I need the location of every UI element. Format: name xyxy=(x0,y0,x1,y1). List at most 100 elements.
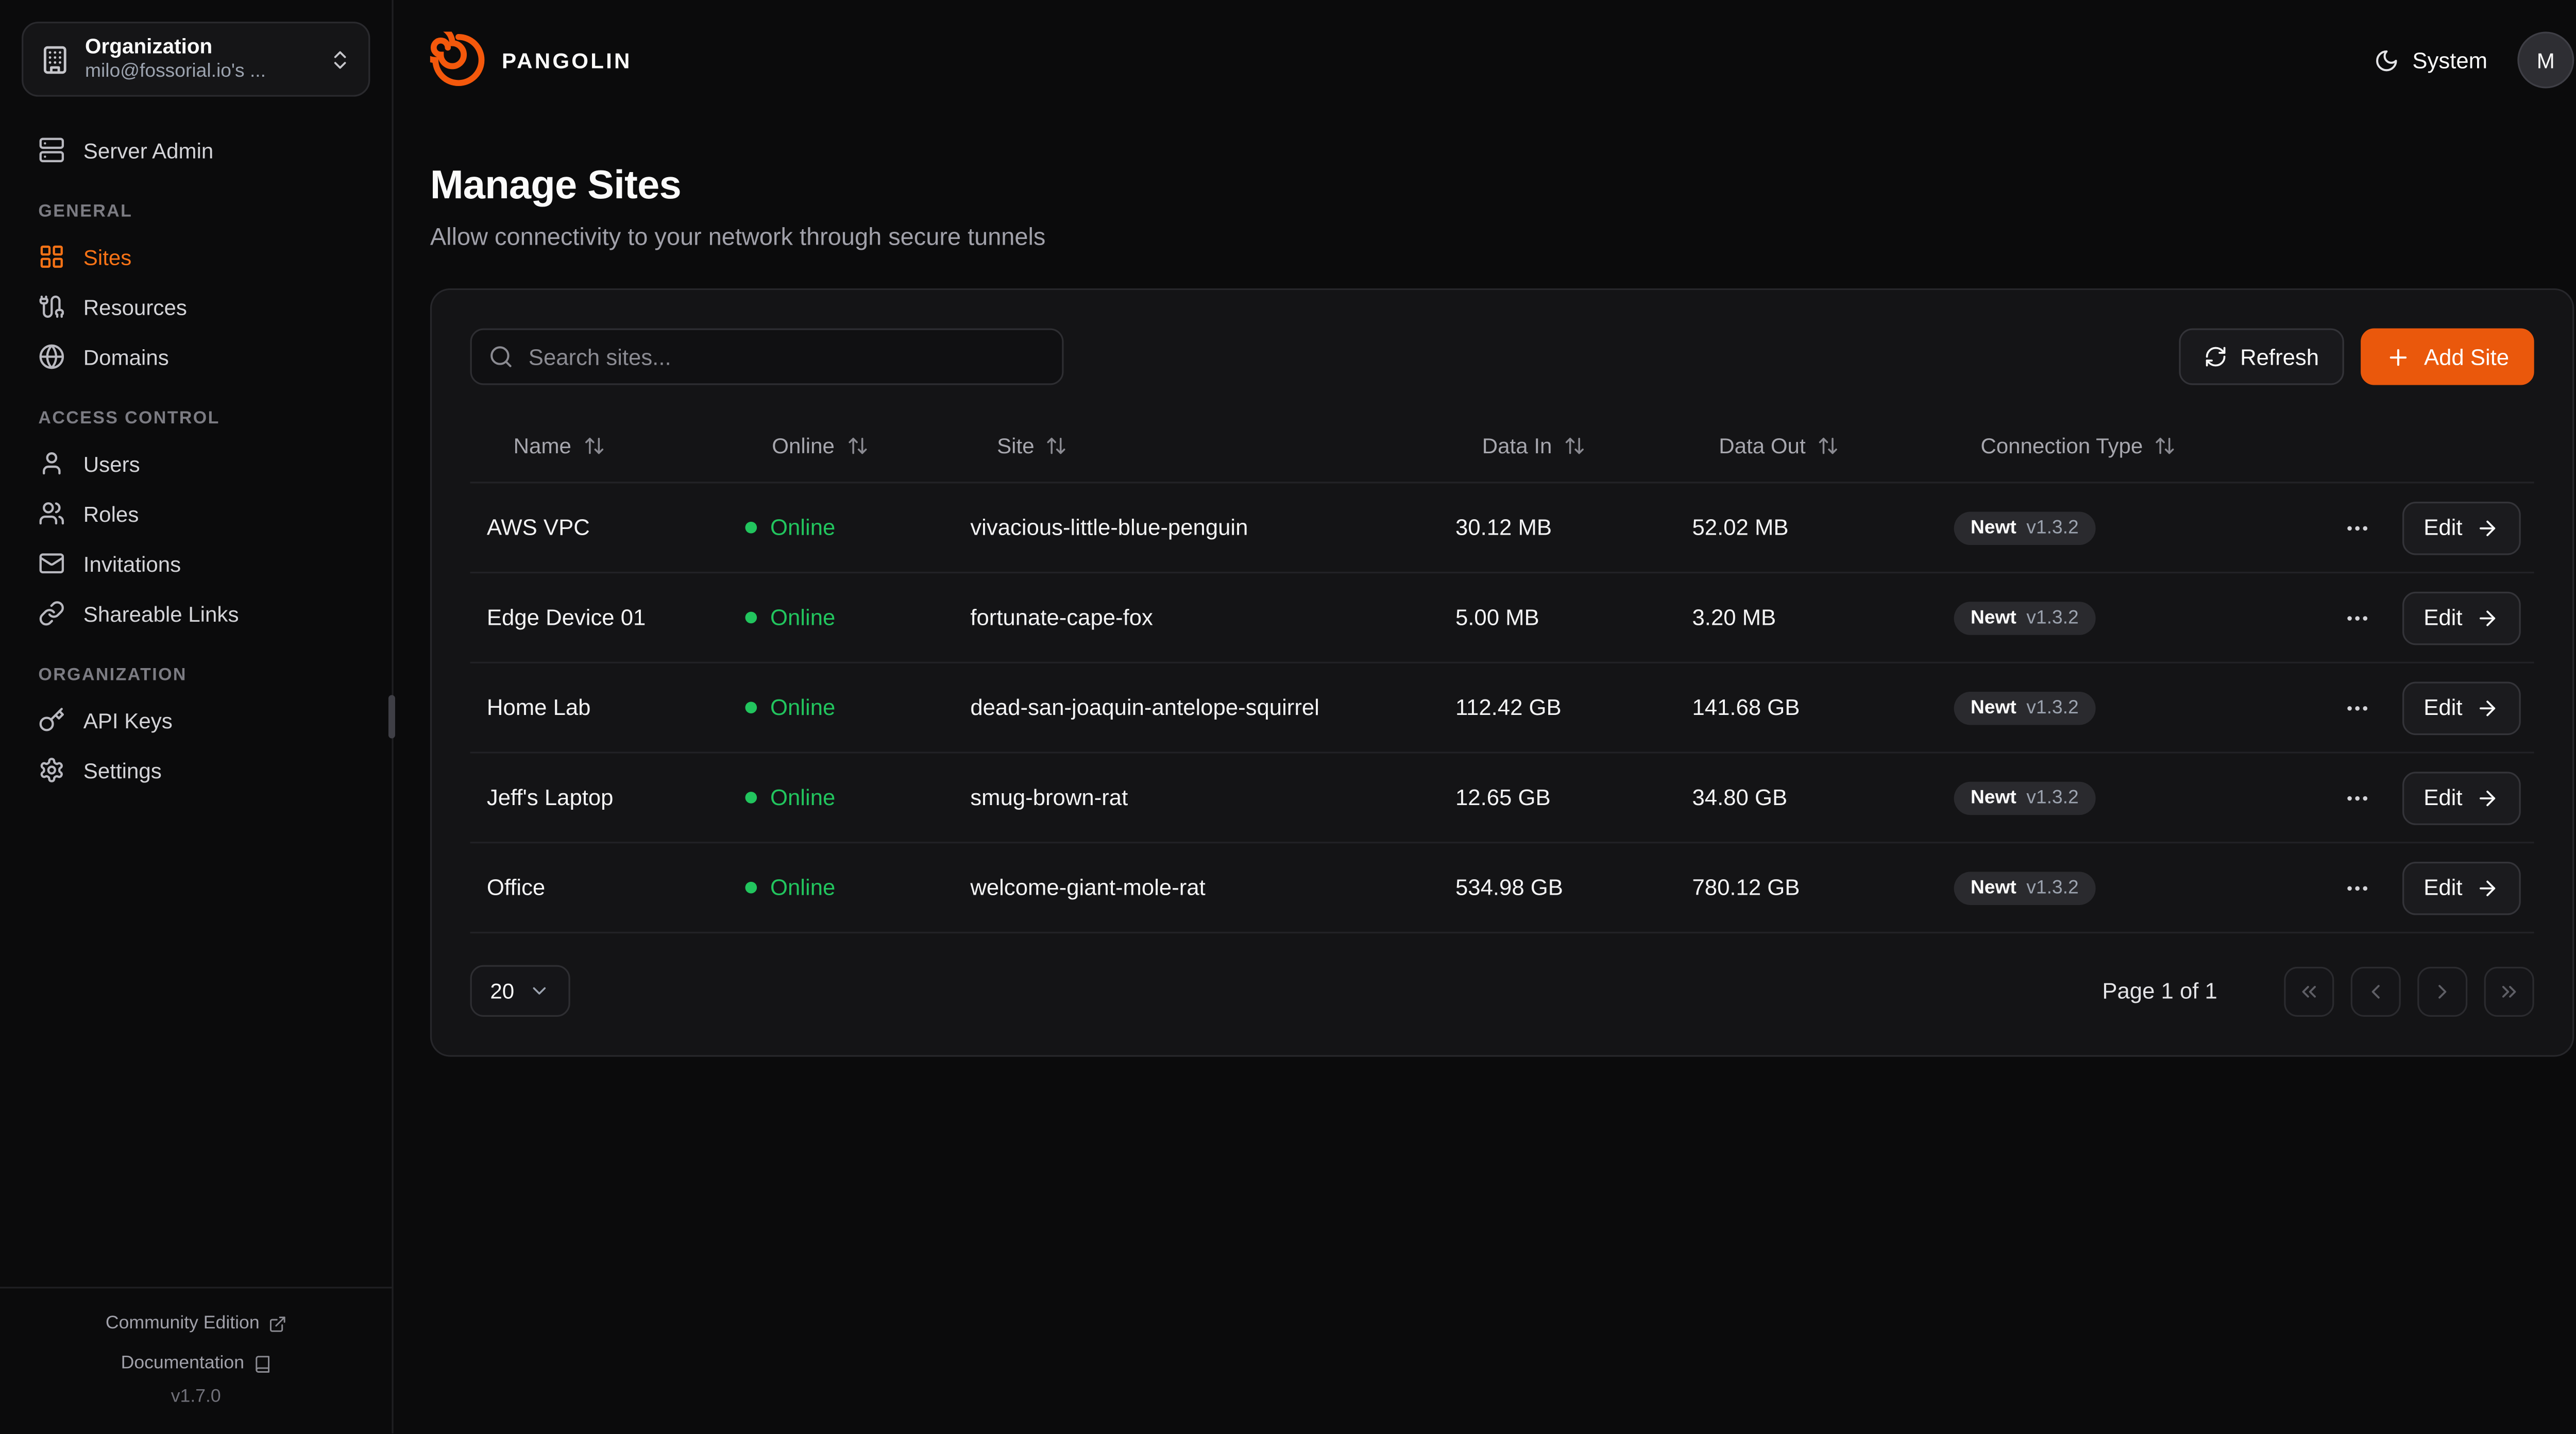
add-site-label: Add Site xyxy=(2424,344,2510,369)
edit-button[interactable]: Edit xyxy=(2402,680,2521,735)
edit-button[interactable]: Edit xyxy=(2402,501,2521,554)
users-icon xyxy=(38,500,65,527)
cell-data-out: 780.12 GB xyxy=(1692,875,1800,900)
arrow-right-icon xyxy=(2476,516,2499,539)
pagination-first-button[interactable] xyxy=(2284,966,2334,1016)
sidebar-item-settings[interactable]: Settings xyxy=(22,747,370,794)
page-size-select[interactable]: 20 xyxy=(470,965,571,1017)
section-heading-general: GENERAL xyxy=(38,202,133,222)
refresh-icon xyxy=(2204,345,2227,368)
connection-type-badge: Newt v1.3.2 xyxy=(1954,870,2096,904)
sidebar-resize-handle[interactable] xyxy=(388,695,395,739)
add-site-button[interactable]: Add Site xyxy=(2360,328,2534,385)
brand-name: PANGOLIN xyxy=(502,47,632,73)
sidebar-item-domains[interactable]: Domains xyxy=(22,334,370,381)
column-header-connection-type[interactable]: Connection Type xyxy=(1937,433,2254,457)
column-header-name[interactable]: Name xyxy=(470,433,729,457)
online-status-label: Online xyxy=(770,605,836,630)
pagination-last-button[interactable] xyxy=(2484,966,2534,1016)
server-icon xyxy=(38,137,65,164)
cell-data-out: 52.02 MB xyxy=(1692,515,1789,540)
page-title: Manage Sites xyxy=(430,163,682,209)
column-header-data-in[interactable]: Data In xyxy=(1439,433,1676,457)
cell-data-out: 3.20 MB xyxy=(1692,605,1776,630)
grid-icon xyxy=(38,244,65,270)
cell-connection-type: Newt v1.3.2 xyxy=(1937,691,2254,725)
link-icon xyxy=(38,601,65,627)
cell-site: welcome-giant-mole-rat xyxy=(970,875,1206,900)
sidebar-item-users[interactable]: Users xyxy=(22,440,370,487)
search-icon xyxy=(488,344,514,369)
chevrons-left-icon xyxy=(2297,979,2320,1002)
pagination-next-button[interactable] xyxy=(2417,966,2468,1016)
sidebar-item-sites[interactable]: Sites xyxy=(22,234,370,281)
page-content: Manage Sites Allow connectivity to your … xyxy=(394,120,2576,1057)
sidebar-item-label: Users xyxy=(83,451,140,476)
sidebar-item-label: Server Admin xyxy=(83,138,214,163)
avatar[interactable]: M xyxy=(2517,31,2574,89)
arrow-right-icon xyxy=(2476,696,2499,719)
edit-button[interactable]: Edit xyxy=(2402,861,2521,914)
arrow-up-down-icon xyxy=(1046,434,1067,456)
ellipsis-icon xyxy=(2344,874,2370,901)
arrow-up-down-icon xyxy=(846,434,868,456)
row-menu-button[interactable] xyxy=(2335,776,2379,819)
edit-button[interactable]: Edit xyxy=(2402,771,2521,825)
pagination-prev-button[interactable] xyxy=(2350,966,2401,1016)
arrow-right-icon xyxy=(2476,876,2499,899)
search-input[interactable] xyxy=(470,328,1064,385)
edit-label: Edit xyxy=(2424,605,2463,630)
cell-data-in: 5.00 MB xyxy=(1455,605,1539,630)
main-area: PANGOLIN System M Manage Sites Allow con… xyxy=(394,0,2576,1434)
column-label: Online xyxy=(772,432,835,458)
community-edition-link[interactable]: Community Edition xyxy=(106,1314,286,1334)
row-menu-button[interactable] xyxy=(2335,866,2379,909)
sidebar-sections: GENERAL Sites Resources Domains ACCESS CONTR… xyxy=(22,202,370,794)
version-label: v1.7.0 xyxy=(171,1387,221,1408)
brand: PANGOLIN xyxy=(430,31,632,88)
arrow-up-down-icon xyxy=(1564,434,1585,456)
sidebar-item-label: Roles xyxy=(83,501,139,526)
table-row: Edge Device 01 Online fortunate-cape-fox 5.… xyxy=(470,573,2534,663)
edit-button[interactable]: Edit xyxy=(2402,591,2521,644)
theme-toggle-button[interactable]: System xyxy=(2374,47,2487,73)
sidebar-item-invitations[interactable]: Invitations xyxy=(22,540,370,587)
sidebar-item-server-admin[interactable]: Server Admin xyxy=(22,127,370,174)
row-menu-button[interactable] xyxy=(2335,596,2379,639)
key-icon xyxy=(38,707,65,734)
column-header-online[interactable]: Online xyxy=(728,432,954,458)
column-header-site[interactable]: Site xyxy=(954,433,1439,457)
online-status-dot xyxy=(745,792,757,804)
refresh-button[interactable]: Refresh xyxy=(2178,328,2344,385)
refresh-label: Refresh xyxy=(2240,344,2319,369)
row-menu-button[interactable] xyxy=(2335,506,2379,549)
online-status-dot xyxy=(745,611,757,624)
sidebar-item-shareable-links[interactable]: Shareable Links xyxy=(22,590,370,637)
row-menu-button[interactable] xyxy=(2335,686,2379,729)
sidebar-item-label: API Keys xyxy=(83,708,173,733)
online-status-label: Online xyxy=(770,785,836,810)
sidebar-item-api-keys[interactable]: API Keys xyxy=(22,697,370,744)
sidebar-item-resources[interactable]: Resources xyxy=(22,284,370,331)
documentation-link[interactable]: Documentation xyxy=(121,1354,271,1374)
cell-online: Online xyxy=(728,605,954,630)
cell-name: Jeff's Laptop xyxy=(486,785,614,810)
table-body: AWS VPC Online vivacious-little-blue-pengu… xyxy=(470,483,2534,934)
arrow-right-icon xyxy=(2476,786,2499,809)
sites-toolbar: Refresh Add Site xyxy=(470,328,2534,385)
org-selector[interactable]: Organization milo@fossorial.io's ... xyxy=(22,22,370,97)
chevron-left-icon xyxy=(2364,979,2387,1002)
cell-connection-type: Newt v1.3.2 xyxy=(1937,781,2254,814)
column-header-data-out[interactable]: Data Out xyxy=(1675,433,1937,457)
ellipsis-icon xyxy=(2344,694,2370,721)
connection-name: Newt xyxy=(1970,697,2016,718)
sidebar-item-roles[interactable]: Roles xyxy=(22,490,370,537)
connection-type-badge: Newt v1.3.2 xyxy=(1954,510,2096,544)
table-row: Office Online welcome-giant-mole-rat 534.98… xyxy=(470,843,2534,934)
cell-actions: Edit xyxy=(2254,861,2534,914)
connection-type-badge: Newt v1.3.2 xyxy=(1954,601,2096,635)
page-size-value: 20 xyxy=(490,978,515,1004)
cell-online: Online xyxy=(728,785,954,810)
connection-version: v1.3.2 xyxy=(2026,787,2079,808)
online-status-label: Online xyxy=(770,515,836,540)
